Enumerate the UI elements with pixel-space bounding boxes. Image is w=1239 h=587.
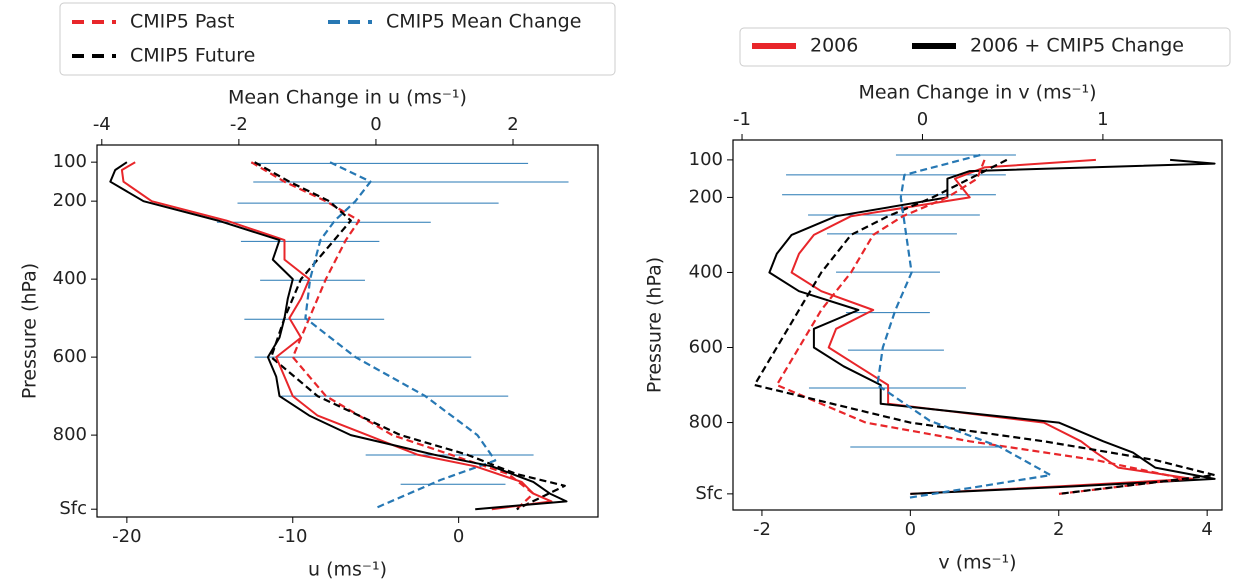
x-tick-label: -2 [753,519,771,540]
series-line [790,158,1194,495]
y-tick-label: Sfc [695,483,723,504]
x-tick-label: 2 [1053,519,1064,540]
series-line [753,158,1216,495]
x-tick-label: -10 [278,526,307,547]
x-tick-label: 4 [1201,519,1212,540]
y-tick-label: 600 [53,346,87,367]
y-tick-label: Sfc [59,498,87,519]
x-axis-label: u (ms⁻¹) [308,559,387,581]
y-tick-label: 100 [689,149,723,170]
x2-tick-label: 1 [1097,109,1108,130]
x2-tick-label: -4 [93,114,111,135]
x2-tick-label: -2 [230,114,248,135]
x-tick-label: 0 [905,519,916,540]
legend-label: CMIP5 Future [130,45,255,67]
legend-box [59,2,616,76]
series-line [109,161,568,511]
axes-frame [732,139,1223,511]
series-line [120,161,553,511]
y-tick-label: 600 [689,337,723,358]
y-tick-label: 800 [689,412,723,433]
legend-label: 2006 [810,35,858,57]
legend-label: CMIP5 Past [130,11,234,33]
legend-label: CMIP5 Mean Change [386,11,581,33]
x2-tick-label: 0 [370,114,381,135]
series-line [250,161,535,511]
x2-axis-label: Mean Change in v (ms⁻¹) [858,82,1096,104]
y-tick-label: 400 [53,268,87,289]
x2-axis-label: Mean Change in u (ms⁻¹) [228,87,467,109]
series-line [254,161,566,511]
y-axis-label: Pressure (hPa) [19,263,41,399]
x2-tick-label: -1 [733,109,751,130]
plot-area [109,161,569,511]
y-tick-label: 100 [53,151,87,172]
x-tick-label: 0 [453,526,464,547]
legend-label: 2006 + CMIP5 Change [970,35,1184,57]
y-tick-label: 400 [689,261,723,282]
x2-tick-label: 0 [917,109,928,130]
y-tick-label: 200 [689,186,723,207]
x2-tick-label: 2 [507,114,518,135]
y-axis-label: Pressure (hPa) [644,257,666,393]
axes-frame [96,144,599,518]
y-tick-label: 200 [53,190,87,211]
plot-area [753,153,1216,499]
legend-box [739,27,1231,67]
x-tick-label: -20 [112,526,141,547]
series-line [876,153,1052,499]
x-axis-label: v (ms⁻¹) [938,552,1016,574]
y-tick-label: 800 [53,424,87,445]
series-line [304,161,497,509]
